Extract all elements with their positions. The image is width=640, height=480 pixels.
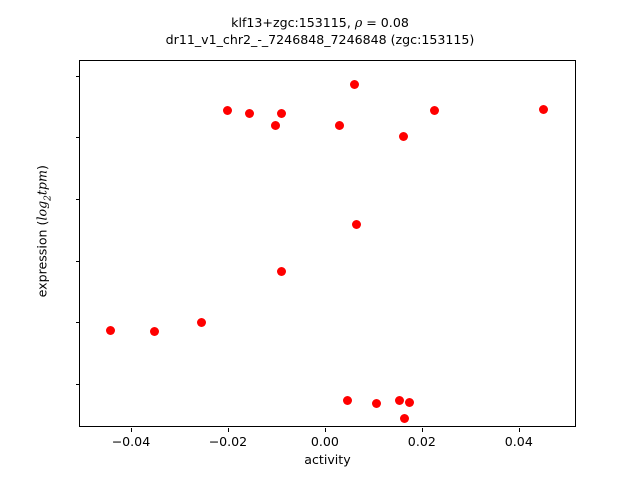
data-point <box>270 120 280 130</box>
data-point <box>245 109 255 119</box>
data-point <box>371 398 381 408</box>
y-axis-label-math: log2tpm <box>34 170 54 221</box>
data-point <box>400 413 410 423</box>
data-point <box>149 327 159 337</box>
data-point <box>352 220 362 230</box>
y-tick-mark <box>76 137 80 139</box>
x-tick-label: 0.04 <box>504 434 533 449</box>
data-point <box>395 396 405 406</box>
y-tick-mark <box>76 260 80 262</box>
log-subscript: 2 <box>43 195 54 201</box>
title-rho-stat: , ρ = 0.08 <box>346 15 409 30</box>
title-gene-pair: klf13+zgc:153115 <box>231 15 347 30</box>
y-tick-mark <box>76 75 80 77</box>
data-point <box>276 109 286 119</box>
y-tick-mark <box>76 322 80 324</box>
log-base-text: log <box>34 200 50 221</box>
x-axis-label: activity <box>304 452 351 467</box>
data-point <box>223 105 233 115</box>
data-points-layer <box>80 61 575 426</box>
y-tick-mark <box>76 383 80 385</box>
x-tick-label: 0.02 <box>407 434 436 449</box>
x-tick-label: −0.04 <box>111 434 151 449</box>
x-tick-mark <box>518 428 520 432</box>
data-point <box>105 326 115 336</box>
data-point <box>335 120 345 130</box>
chart-title-line-2: dr11_v1_chr2_-_7246848_7246848 (zgc:1531… <box>165 32 475 47</box>
y-axis-label: expression (log2tpm) <box>35 41 54 421</box>
x-tick-label: −0.02 <box>208 434 248 449</box>
plot-axes: 3.54.04.55.05.56.0−0.04−0.020.000.020.04 <box>76 60 576 449</box>
data-point <box>405 397 415 407</box>
data-point <box>399 131 409 141</box>
data-point <box>343 396 353 406</box>
rho-value: 0.08 <box>380 15 409 30</box>
data-point <box>349 79 359 89</box>
chart-title-line-1: klf13+zgc:153115, ρ = 0.08 <box>0 14 640 31</box>
x-tick-label: 0.00 <box>310 434 339 449</box>
chart-title: klf13+zgc:153115, ρ = 0.08 dr11_v1_chr2_… <box>0 14 640 48</box>
rho-symbol: ρ <box>354 15 363 30</box>
x-tick-mark <box>130 428 132 432</box>
data-point <box>277 267 287 277</box>
tpm-text: tpm <box>34 170 50 196</box>
data-point <box>196 317 206 327</box>
data-point <box>430 105 440 115</box>
y-axis-label-prefix: expression ( <box>34 220 50 298</box>
data-point <box>539 104 549 114</box>
x-tick-mark <box>421 428 423 432</box>
x-tick-mark <box>324 428 326 432</box>
x-tick-mark <box>227 428 229 432</box>
y-tick-mark <box>76 198 80 200</box>
y-axis-label-suffix: ) <box>34 165 50 171</box>
